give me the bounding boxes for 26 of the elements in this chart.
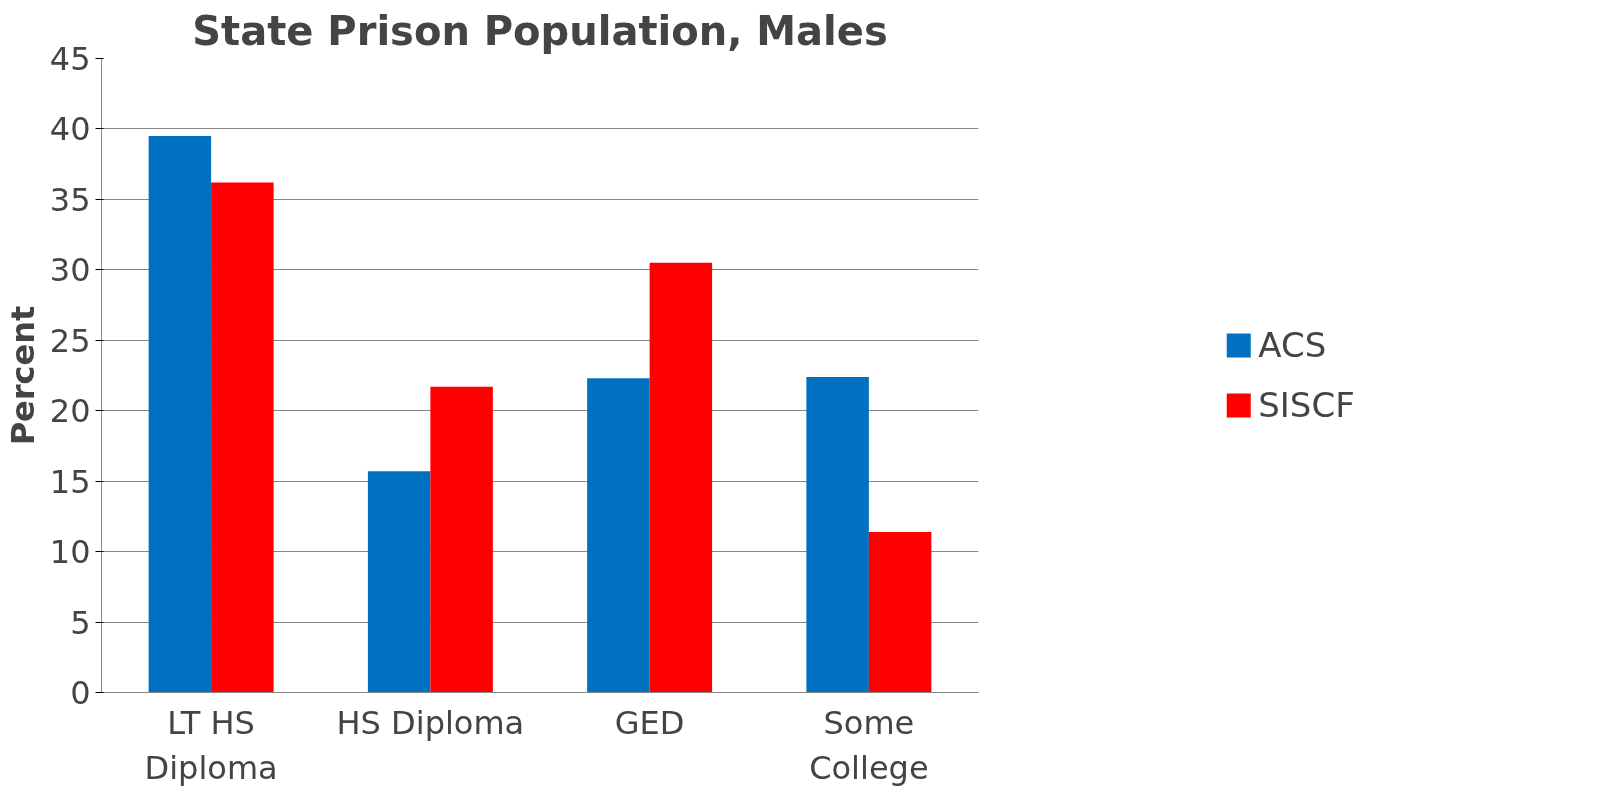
legend-label: SISCF — [1258, 385, 1355, 425]
y-axis-title: Percent — [3, 305, 42, 446]
bar — [367, 471, 431, 693]
x-tick-label: Some College — [809, 703, 929, 788]
y-tick-label: 35 — [49, 180, 91, 219]
bar — [148, 135, 212, 693]
y-tick-label: 0 — [70, 674, 91, 712]
bar — [430, 386, 493, 693]
x-tick-label: GED — [614, 703, 685, 742]
y-tick-label: 25 — [49, 321, 91, 360]
bar — [868, 531, 932, 693]
bar — [211, 182, 274, 693]
y-tick-label: 5 — [70, 603, 91, 642]
bar — [806, 376, 869, 693]
y-tick-label: 15 — [49, 462, 91, 501]
y-tick-label: 45 — [49, 40, 91, 78]
bar — [587, 378, 650, 693]
x-tick-label: HS Diploma — [336, 703, 525, 742]
chart-title: State Prison Population, Males — [192, 7, 888, 54]
y-tick-label: 40 — [49, 110, 91, 149]
legend-label: ACS — [1258, 325, 1327, 365]
y-tick-label: 20 — [49, 392, 91, 431]
y-tick-label: 10 — [49, 533, 91, 572]
x-tick-label: LT HS Diploma — [144, 703, 278, 788]
y-tick-label: 30 — [49, 251, 91, 290]
bar — [649, 262, 713, 693]
